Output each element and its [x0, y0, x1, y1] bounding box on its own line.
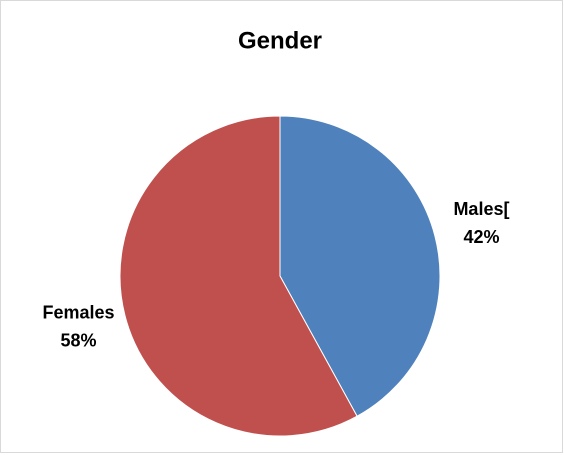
pie-slice: [119, 115, 358, 437]
slice-value-label: 58%: [61, 330, 97, 350]
slice-label: Females: [43, 302, 115, 322]
chart-title: Gender: [238, 27, 322, 54]
pie-slice: [279, 115, 441, 417]
slice-label: Males[: [453, 199, 509, 219]
slice-value-label: 42%: [463, 227, 499, 247]
